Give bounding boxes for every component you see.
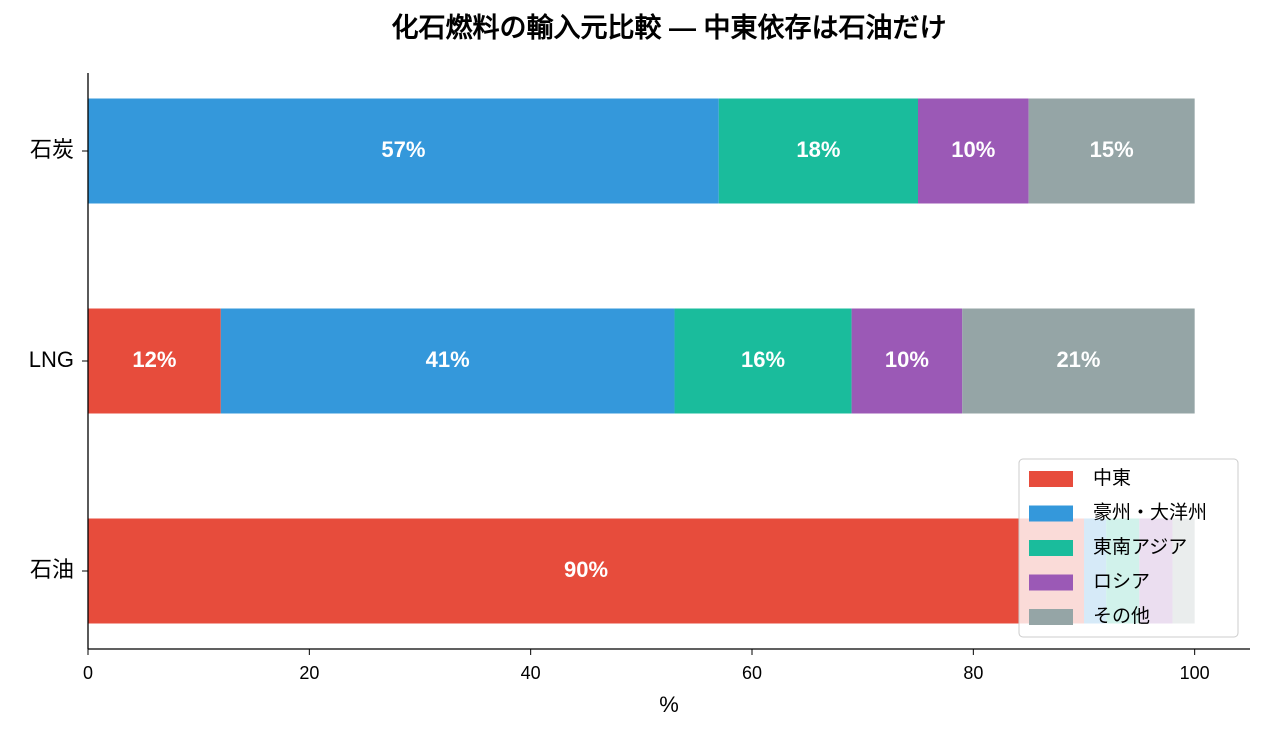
bar-segment — [88, 308, 221, 414]
bar-segment — [220, 308, 675, 414]
value-label: 10% — [885, 347, 929, 372]
value-label: 90% — [564, 557, 608, 582]
bar-segment — [674, 308, 852, 414]
bar-segment — [1028, 98, 1195, 204]
legend-label: 中東 — [1093, 467, 1131, 489]
y-tick-label: LNG — [29, 347, 74, 372]
legend-swatch — [1029, 609, 1073, 625]
bar-segment — [718, 98, 918, 204]
x-tick-label: 80 — [963, 663, 983, 683]
value-label: 16% — [741, 347, 785, 372]
bar-segment — [851, 308, 963, 414]
value-label: 18% — [796, 137, 840, 162]
value-label: 12% — [132, 347, 176, 372]
legend-box — [1018, 458, 1239, 638]
x-tick-label: 20 — [299, 663, 319, 683]
legend-swatch — [1029, 540, 1073, 556]
bar-segment — [962, 308, 1195, 414]
x-tick-label: 60 — [742, 663, 762, 683]
bar-segment — [88, 98, 719, 204]
legend-label: 東南アジア — [1093, 536, 1187, 558]
x-tick-label: 100 — [1180, 663, 1210, 683]
value-label: 15% — [1090, 137, 1134, 162]
legend-label: 豪州・大洋州 — [1093, 502, 1207, 524]
x-tick-label: 0 — [83, 663, 93, 683]
chart-title: 化石燃料の輸入元比較 — 中東依存は石油だけ — [391, 12, 946, 43]
bar-segment — [918, 98, 1029, 204]
legend-label: その他 — [1093, 605, 1150, 627]
value-label: 10% — [951, 137, 995, 162]
bar-segment — [88, 518, 1084, 624]
legend-swatch — [1029, 471, 1073, 487]
x-axis-label: % — [659, 692, 679, 717]
value-label: 21% — [1056, 347, 1100, 372]
legend-label: ロシア — [1093, 572, 1150, 593]
legend-swatch — [1029, 574, 1073, 591]
x-tick-label: 40 — [521, 663, 541, 683]
legend-swatch — [1029, 505, 1073, 522]
value-label: 57% — [381, 137, 425, 162]
y-tick-label: 石炭 — [30, 137, 74, 162]
y-tick-label: 石油 — [30, 557, 74, 582]
value-label: 41% — [426, 347, 470, 372]
